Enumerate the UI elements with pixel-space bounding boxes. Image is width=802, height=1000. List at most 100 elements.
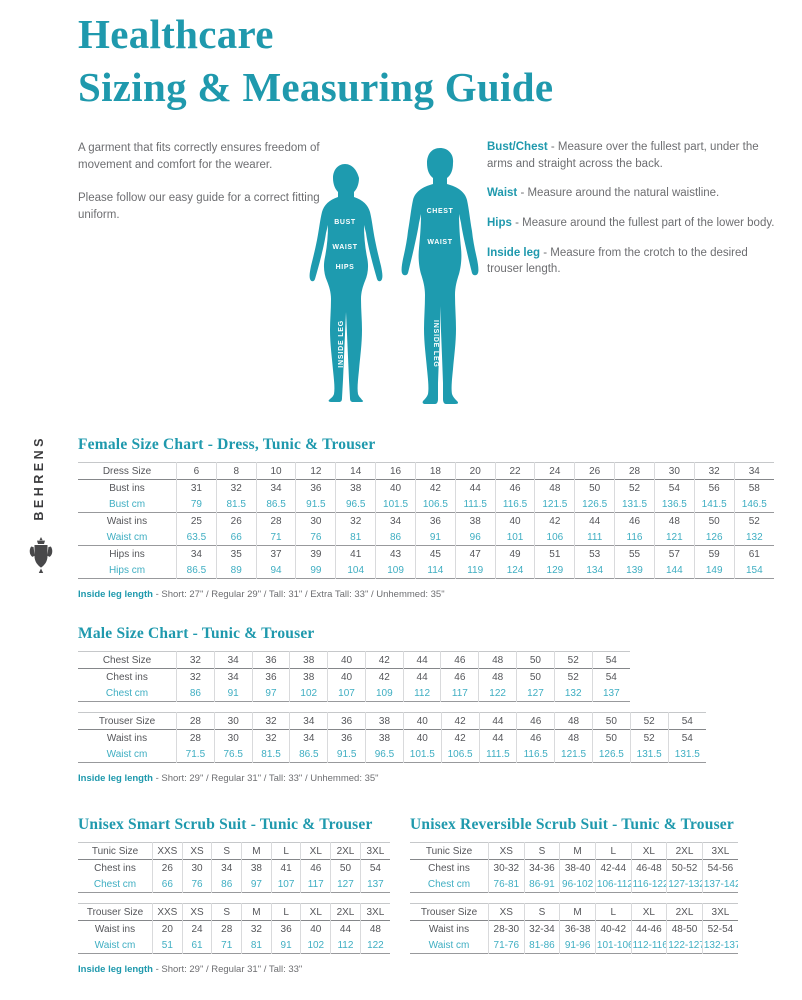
row-label: Waist ins bbox=[106, 515, 148, 527]
table-cell: 71-76 bbox=[488, 937, 525, 954]
table-cell: M bbox=[559, 903, 596, 921]
instruction-waist: Waist - Measure around the natural waist… bbox=[487, 185, 781, 202]
row-label: Hips ins bbox=[109, 548, 145, 560]
table-cell: 111.5 bbox=[478, 746, 517, 763]
table-cell: 32 bbox=[176, 651, 215, 669]
table-cell: 46 bbox=[494, 479, 535, 496]
male-size-table-1: Trouser Size 28 30 32 34 36 38 40 42 44 46 48 50 52 54… bbox=[78, 712, 706, 763]
table-cell: S bbox=[211, 903, 242, 921]
row-label: Bust cm bbox=[108, 498, 146, 510]
table-cell: 44 bbox=[330, 920, 361, 937]
row-label: Waist ins bbox=[106, 732, 148, 744]
table-row: Waist cm 71-76 81-86 91-96 101-106 112-116 122… bbox=[410, 937, 738, 954]
table-cell: M bbox=[559, 842, 596, 860]
table-cell: 127 bbox=[330, 876, 361, 893]
instruction-text: - Measure over the fullest part, under t… bbox=[487, 141, 759, 170]
table-cell: 50 bbox=[574, 479, 615, 496]
table-cell: 36 bbox=[270, 920, 301, 937]
table-cell: 54 bbox=[653, 479, 695, 496]
row-label: Waist cm bbox=[106, 531, 148, 543]
row-label: Chest cm bbox=[427, 878, 471, 890]
table-cell: 106-112 bbox=[594, 876, 632, 893]
table-row: Chest ins 26 30 34 38 41 46 50 54 bbox=[78, 859, 390, 876]
table-row: Hips ins 34 35 37 39 41 43 45 47 49 51 53 55 57 59 61 bbox=[78, 545, 774, 562]
female-waist-label: WAIST bbox=[332, 244, 358, 251]
table-cell: 131.5 bbox=[667, 746, 706, 763]
table-cell: 36 bbox=[327, 712, 366, 730]
table-cell: 121.5 bbox=[534, 496, 575, 513]
smart-size-table-0: Tunic Size XXS XS S M L XL 2XL 3XL Chest ins 26 30 3… bbox=[78, 842, 390, 893]
table-row: Trouser Size XXS XS S M L XL 2XL 3XL bbox=[78, 903, 390, 921]
row-label: Waist cm bbox=[94, 939, 136, 951]
table-cell: 104 bbox=[335, 562, 376, 579]
footnote: Inside leg length - Short: 27" / Regular… bbox=[78, 589, 774, 600]
instruction-bust-chest: Bust/Chest - Measure over the fullest pa… bbox=[487, 139, 781, 172]
table-cell: 91 bbox=[270, 937, 301, 954]
table-cell: 42 bbox=[364, 651, 404, 669]
table-cell: 34 bbox=[375, 512, 416, 529]
table-cell: 20 bbox=[152, 920, 183, 937]
crest-icon bbox=[29, 536, 53, 573]
measuring-instructions: Bust/Chest - Measure over the fullest pa… bbox=[487, 139, 781, 291]
table-cell: 81.5 bbox=[215, 496, 257, 513]
table-cell: 47 bbox=[454, 545, 496, 562]
row-label: Waist cm bbox=[106, 748, 148, 760]
table-cell: 109 bbox=[364, 685, 404, 702]
table-cell: 30 bbox=[213, 729, 253, 746]
table-cell: 34 bbox=[211, 859, 242, 876]
table-cell: 45 bbox=[414, 545, 456, 562]
table-cell: 28 bbox=[614, 462, 655, 480]
table-cell: 66 bbox=[215, 529, 257, 546]
table-cell: 114 bbox=[414, 562, 456, 579]
table-cell: 59 bbox=[693, 545, 735, 562]
rev-size-table-1: Trouser Size XS S M L XL 2XL 3XL Waist ins 28-30 3… bbox=[410, 903, 738, 954]
table-cell: 41 bbox=[335, 545, 376, 562]
female-silhouette: BUST WAIST HIPS INSIDE LEG bbox=[299, 162, 391, 402]
table-cell: 48 bbox=[478, 668, 517, 685]
table-cell: 126.5 bbox=[574, 496, 615, 513]
table-cell: 50 bbox=[591, 729, 631, 746]
table-cell: 136.5 bbox=[653, 496, 695, 513]
female-inside-leg-label: INSIDE LEG bbox=[338, 320, 345, 368]
table-cell: 132 bbox=[733, 529, 774, 546]
table-cell: 132 bbox=[553, 685, 593, 702]
table-cell: 116-122 bbox=[630, 876, 667, 893]
male-waist-label: WAIST bbox=[427, 239, 453, 246]
table-cell: 76 bbox=[295, 529, 336, 546]
table-cell: 40 bbox=[402, 729, 442, 746]
table-row: Trouser Size 28 30 32 34 36 38 40 42 44 46 48 50 52 54 bbox=[78, 712, 706, 730]
table-cell: 40-42 bbox=[594, 920, 632, 937]
table-cell: 137 bbox=[591, 685, 630, 702]
table-cell: 37 bbox=[255, 545, 296, 562]
table-cell: 41 bbox=[270, 859, 301, 876]
chart-title: Unisex Smart Scrub Suit - Tunic & Trouse… bbox=[78, 816, 373, 833]
chart-tables: Tunic Size XS S M L XL 2XL 3XL Chest ins 30-32 34-… bbox=[410, 842, 738, 954]
table-cell: 124 bbox=[494, 562, 535, 579]
table-cell: 122 bbox=[359, 937, 390, 954]
row-label: Chest cm bbox=[93, 878, 137, 890]
table-cell: 30 bbox=[181, 859, 212, 876]
table-cell: 52 bbox=[733, 512, 774, 529]
table-row: Waist ins 28 30 32 34 36 38 40 42 44 46 48 50 52 54 bbox=[78, 729, 706, 746]
table-cell: 126.5 bbox=[591, 746, 631, 763]
table-cell: 50 bbox=[591, 712, 631, 730]
table-cell: 44 bbox=[574, 512, 615, 529]
female-bust-label: BUST bbox=[334, 219, 356, 226]
table-cell: M bbox=[241, 842, 272, 860]
table-cell: 34 bbox=[213, 651, 253, 669]
table-cell: 111.5 bbox=[454, 496, 496, 513]
table-cell: 44 bbox=[478, 729, 517, 746]
table-cell: S bbox=[523, 842, 560, 860]
table-cell: 137-142 bbox=[701, 876, 738, 893]
table-cell: 144 bbox=[653, 562, 695, 579]
table-cell: 43 bbox=[375, 545, 416, 562]
table-cell: 36 bbox=[251, 651, 290, 669]
table-cell: 54 bbox=[667, 729, 706, 746]
row-label: Waist ins bbox=[94, 923, 136, 935]
table-cell: 8 bbox=[215, 462, 257, 480]
table-cell: XS bbox=[488, 903, 525, 921]
table-cell: 71 bbox=[255, 529, 296, 546]
table-cell: 96-102 bbox=[559, 876, 596, 893]
chart-tables: Dress Size 6 8 10 12 14 16 18 20 22 24 26 28 30 32 34 Bu… bbox=[78, 462, 774, 579]
table-cell: 86.5 bbox=[289, 746, 328, 763]
